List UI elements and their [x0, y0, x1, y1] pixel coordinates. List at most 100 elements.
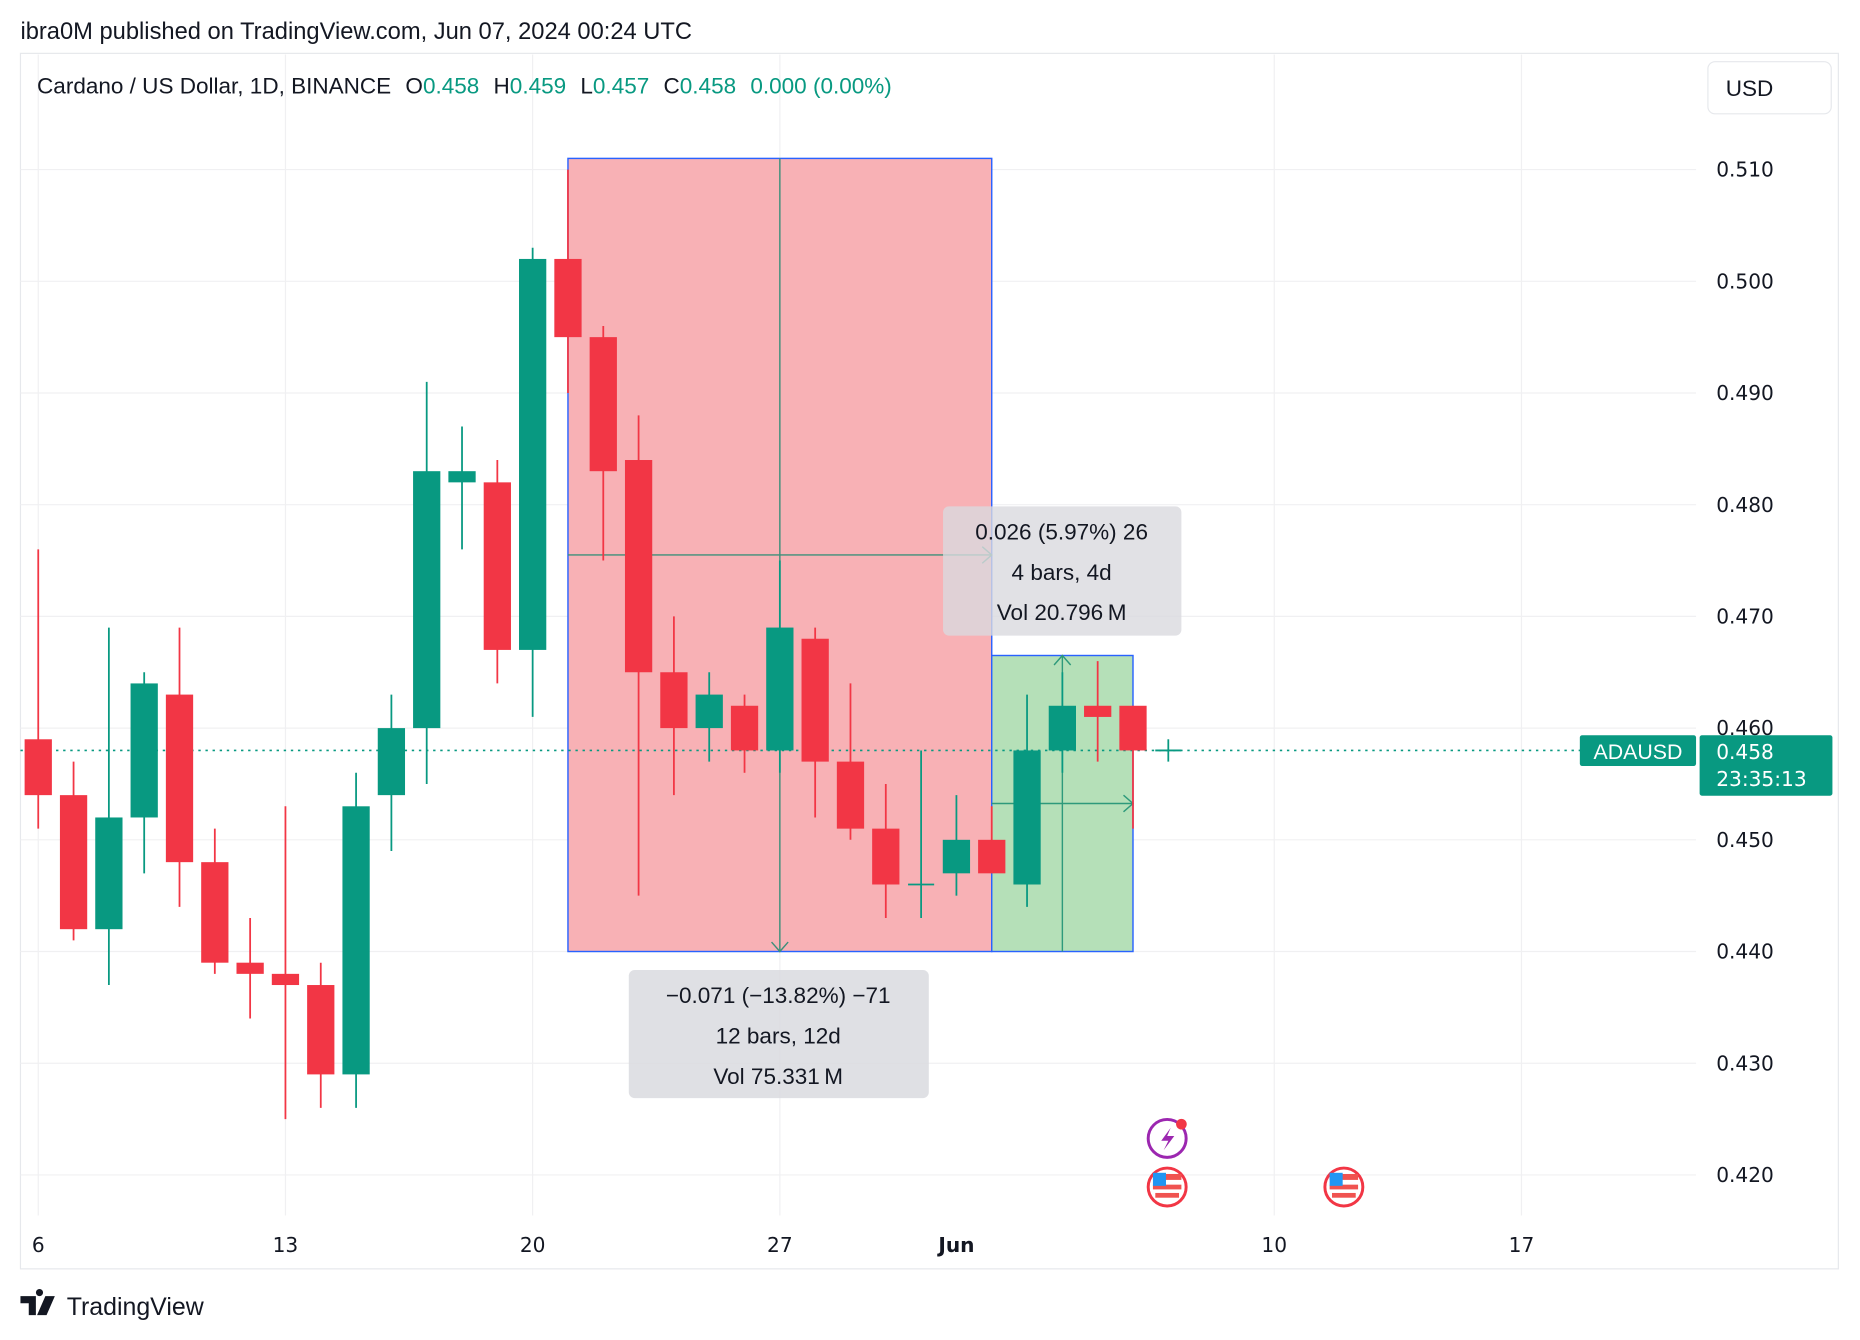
time-axis[interactable]: 6 13 20 27 Jun 10 17 — [32, 1233, 1534, 1257]
candle — [872, 783, 900, 919]
svg-text:Vol 20.796 M: Vol 20.796 M — [997, 600, 1127, 625]
arrow-head — [771, 941, 789, 953]
candle — [165, 627, 194, 907]
last-price: 0.458 — [1716, 740, 1774, 764]
svg-text:0.026 (5.97%) 26: 0.026 (5.97%) 26 — [975, 520, 1148, 545]
candle — [24, 549, 52, 829]
low-value: 0.457 — [593, 74, 649, 99]
svg-text:ADAUSD: ADAUSD — [1594, 740, 1683, 764]
currency-button[interactable]: USD — [1707, 61, 1832, 115]
candle — [95, 627, 123, 986]
svg-text:Vol 75.331 M: Vol 75.331 M — [713, 1064, 843, 1089]
time-tick-label: 17 — [1509, 1233, 1535, 1257]
price-tick-label: 0.480 — [1716, 493, 1774, 517]
candle-body — [59, 795, 88, 930]
last-price-label: 0.458 23:35:13 — [1699, 735, 1833, 796]
lightning-event-icon[interactable] — [1146, 1117, 1188, 1159]
tradingview-logo[interactable]: TradingView — [20, 1289, 205, 1321]
candle-body — [413, 471, 441, 729]
candle-body — [130, 683, 158, 818]
candle — [766, 560, 794, 773]
candle-body — [165, 694, 194, 863]
change-value: 0.000 (0.00%) — [750, 74, 891, 99]
time-tick-label: 13 — [273, 1233, 299, 1257]
candle — [271, 806, 300, 1120]
candle — [59, 761, 88, 941]
candle-body — [95, 817, 123, 930]
us-flag-event-icon[interactable] — [1146, 1166, 1188, 1208]
candle-body — [483, 482, 511, 650]
svg-text:12 bars, 12d: 12 bars, 12d — [716, 1024, 841, 1049]
candle-body — [342, 806, 370, 1075]
candle-body — [624, 460, 653, 673]
arrow-head — [1053, 654, 1072, 666]
svg-text:4 bars, 4d: 4 bars, 4d — [1012, 560, 1112, 585]
candle — [695, 672, 723, 762]
candle-body — [1084, 705, 1112, 717]
us-flag-event-icon[interactable] — [1323, 1166, 1365, 1208]
time-tick-label: 27 — [767, 1233, 793, 1257]
candle-body — [872, 828, 900, 885]
candle-body — [271, 973, 300, 986]
candle — [1084, 661, 1112, 762]
candle-body — [24, 739, 52, 796]
svg-text:−0.071 (−13.82%) −71: −0.071 (−13.82%) −71 — [666, 983, 891, 1008]
candle — [519, 247, 547, 717]
candle-body — [201, 862, 229, 963]
candle — [201, 828, 229, 974]
candle — [908, 750, 935, 919]
candle — [660, 616, 688, 796]
time-tick-label: Jun — [936, 1233, 974, 1257]
candle-body — [1119, 705, 1147, 751]
candle-body — [307, 985, 335, 1075]
ohlc-legend: Cardano / US Dollar, 1D, BINANCE O0.458 H0… — [37, 74, 892, 99]
candle-body — [448, 471, 476, 483]
candle — [554, 169, 582, 393]
candle — [978, 806, 1006, 874]
candle-body — [1013, 750, 1041, 885]
symbol-price-tag: ADAUSD — [1579, 735, 1697, 767]
candle-body — [978, 839, 1006, 874]
close-value: 0.458 — [680, 74, 736, 99]
measure-up-label: 0.026 (5.97%) 26 4 bars, 4d Vol 20.796 M — [943, 506, 1182, 636]
price-tick-label: 0.430 — [1716, 1051, 1774, 1075]
open-value: 0.458 — [423, 74, 479, 99]
candle-body — [836, 761, 865, 829]
candle — [624, 415, 653, 896]
candle-body — [589, 337, 617, 472]
candle — [942, 795, 971, 896]
candle-body — [660, 672, 688, 729]
candle-body — [554, 258, 582, 338]
candle-body — [801, 638, 829, 762]
candle-body — [766, 627, 794, 751]
svg-text:TradingView: TradingView — [67, 1293, 205, 1321]
price-tick-label: 0.420 — [1716, 1163, 1774, 1187]
symbol-title: Cardano / US Dollar, 1D, BINANCE — [37, 74, 391, 99]
candle-body — [695, 694, 723, 729]
price-tick-label: 0.500 — [1716, 269, 1774, 293]
measure-down-label: −0.071 (−13.82%) −71 12 bars, 12d Vol 75… — [628, 970, 929, 1099]
candle — [377, 694, 406, 851]
candle-body — [377, 728, 406, 796]
candle — [130, 672, 158, 874]
time-tick-label: 10 — [1261, 1233, 1287, 1257]
time-tick-label: 6 — [32, 1233, 45, 1257]
candle — [307, 962, 335, 1108]
svg-text:USD: USD — [1726, 76, 1774, 101]
candle — [483, 460, 511, 684]
candle-body — [730, 705, 759, 751]
candle-body — [236, 962, 264, 974]
price-tick-label: 0.510 — [1716, 158, 1774, 182]
bar-countdown: 23:35:13 — [1716, 767, 1806, 791]
price-tick-label: 0.450 — [1716, 828, 1774, 852]
candles — [24, 169, 1182, 1120]
candle — [836, 683, 865, 840]
price-tick-label: 0.490 — [1716, 381, 1774, 405]
candle — [730, 694, 759, 773]
high-value: 0.459 — [510, 74, 566, 99]
candle — [413, 381, 441, 784]
time-tick-label: 20 — [520, 1233, 546, 1257]
candle — [1119, 705, 1147, 829]
candle — [589, 325, 617, 561]
